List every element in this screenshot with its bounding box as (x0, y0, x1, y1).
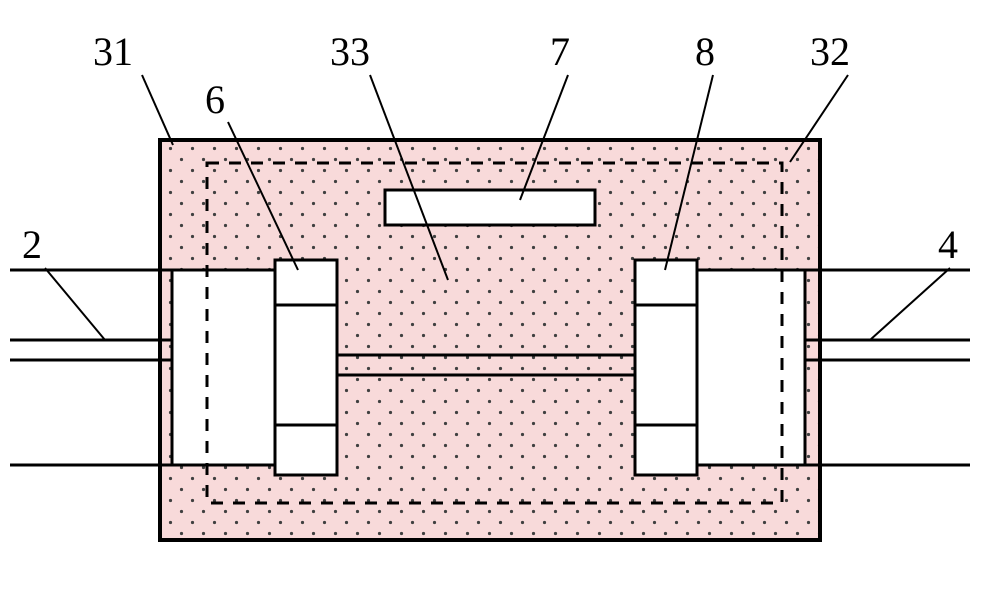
label-L6: 6 (205, 77, 225, 122)
leader-L4 (870, 268, 950, 340)
label-L7: 7 (550, 29, 570, 74)
left-block-inner (275, 260, 337, 475)
label-L8: 8 (695, 29, 715, 74)
diagram-canvas: 31 33 7 8 32 6 2 4 (0, 0, 983, 592)
leader-L31 (142, 75, 173, 145)
leader-L2 (45, 268, 105, 340)
label-L31: 31 (93, 29, 133, 74)
label-L2: 2 (22, 222, 42, 267)
right-block-inner (635, 260, 697, 475)
label-L4: 4 (938, 222, 958, 267)
label-L33: 33 (330, 29, 370, 74)
label-L32: 32 (810, 29, 850, 74)
